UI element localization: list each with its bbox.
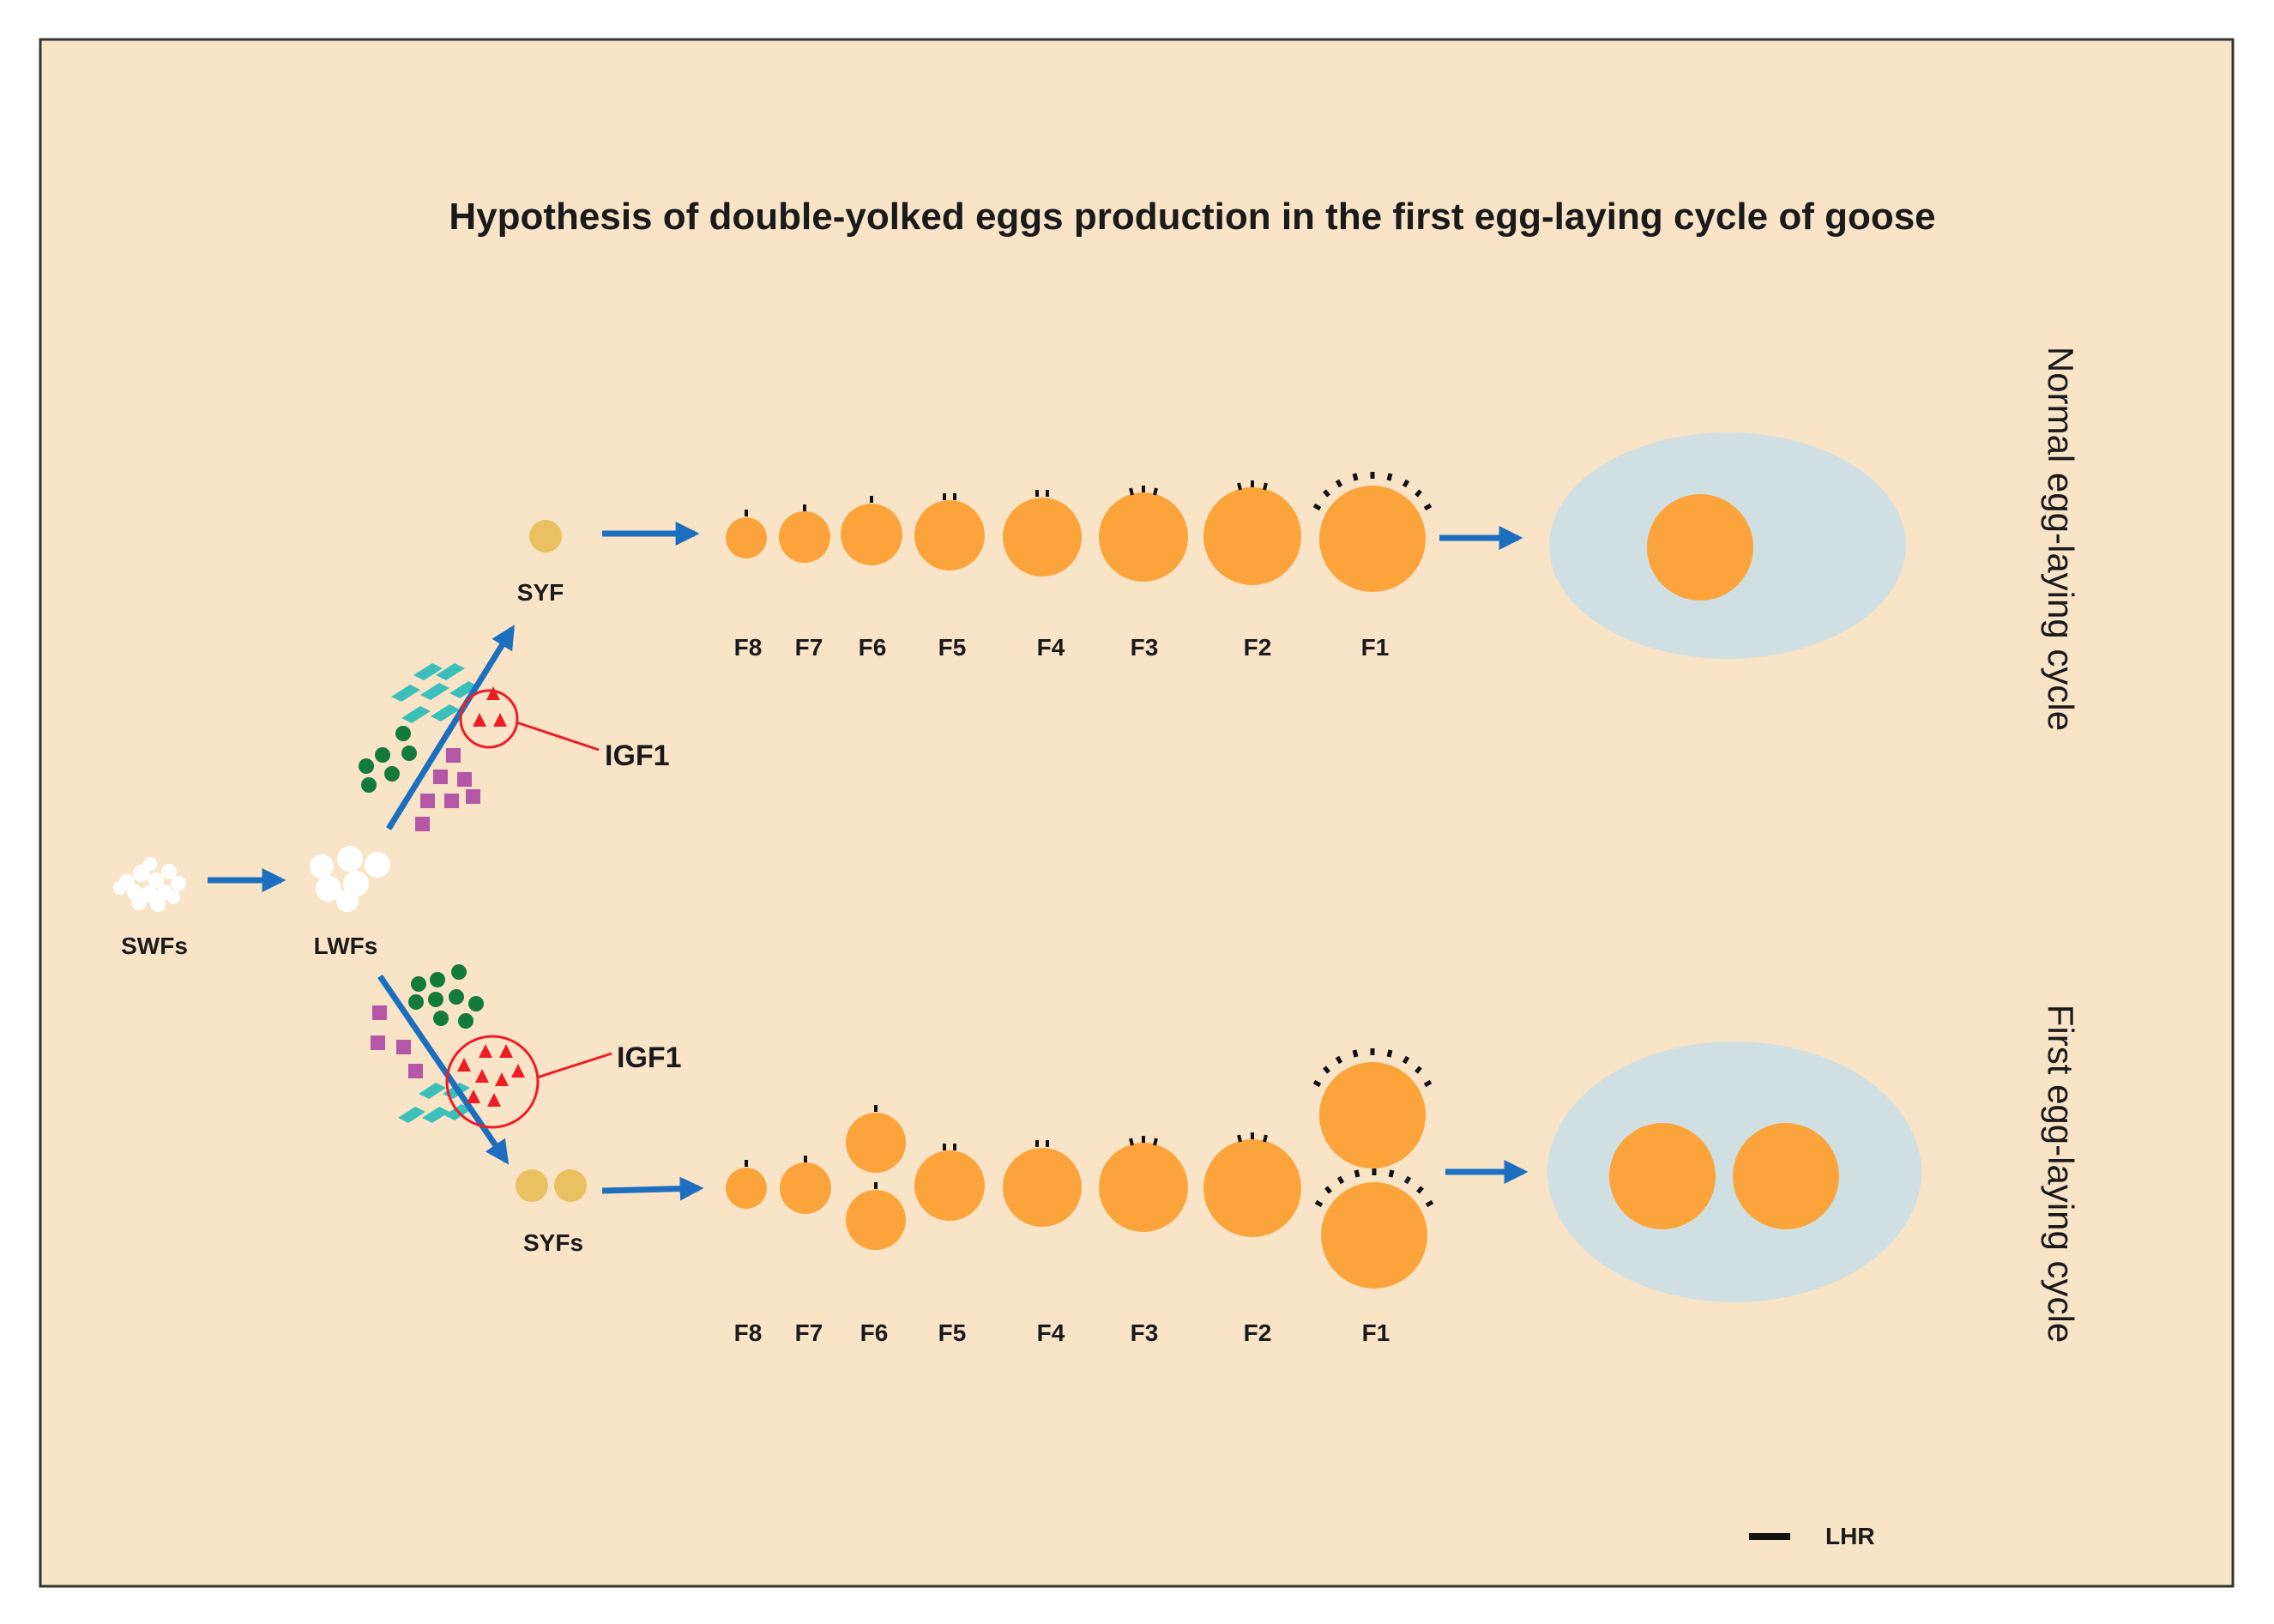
first-follicle-f8 [726, 1160, 767, 1209]
normal-follicle-label-f7: F7 [795, 634, 823, 661]
upper-igf1-label: IGF1 [605, 740, 670, 772]
normal-egg-yolk [1647, 494, 1753, 601]
normal-follicle-f7 [779, 504, 830, 563]
first-follicle-label-f4: F4 [1037, 1319, 1065, 1346]
normal-cycle-side-label: Normal egg-laying cycle [2041, 347, 2081, 731]
diagram-title: Hypothesis of double-yolked eggs product… [449, 196, 1935, 238]
first-follicle-label-f2: F2 [1244, 1319, 1272, 1346]
normal-follicle-label-f4: F4 [1037, 634, 1065, 661]
syfs-label: SYFs [523, 1229, 583, 1256]
normal-follicle-label-f1: F1 [1361, 634, 1390, 661]
lwfs-label: LWFs [314, 933, 378, 959]
arrow-lwfs-to-syfs [377, 975, 510, 1165]
lower-magenta-squares [371, 1005, 423, 1078]
first-follicle-label-f7: F7 [795, 1319, 823, 1346]
lhr-legend-label: LHR [1825, 1523, 1875, 1549]
first-follicle-f1-lower [1314, 1168, 1434, 1289]
upper-igf1-triangles [473, 686, 507, 727]
double-egg-yolk-right [1733, 1123, 1839, 1229]
first-follicle-label-f5: F5 [938, 1319, 967, 1346]
syfs-follicle-b [554, 1169, 587, 1202]
first-follicle-label-f8: F8 [734, 1319, 763, 1346]
first-follicle-f1-upper [1312, 1048, 1433, 1168]
syf-label: SYF [517, 579, 564, 606]
lower-igf1-circle [445, 1035, 540, 1129]
normal-follicle-f2 [1203, 480, 1301, 585]
lwfs-cluster [310, 846, 390, 912]
first-follicle-f7 [780, 1156, 831, 1214]
lower-igf1-triangles [457, 1044, 525, 1107]
swfs-label: SWFs [121, 933, 188, 959]
normal-follicle-f6 [841, 496, 902, 565]
normal-follicle-f4 [1003, 490, 1082, 577]
upper-teal-markers [391, 663, 479, 723]
double-egg-yolk-left [1609, 1123, 1716, 1229]
normal-follicle-label-f8: F8 [734, 634, 763, 661]
normal-follicle-f8 [726, 510, 767, 558]
normal-follicle-label-f5: F5 [938, 634, 967, 661]
arrow-syfs-to-f8-first [601, 1176, 704, 1201]
upper-magenta-squares [415, 748, 480, 831]
swfs-cluster [113, 857, 186, 912]
normal-follicle-label-f2: F2 [1244, 634, 1272, 661]
normal-follicle-f3 [1099, 486, 1188, 582]
first-follicle-f5 [914, 1144, 985, 1221]
syf-follicle [529, 520, 562, 552]
first-follicle-f6-pair [846, 1105, 906, 1250]
diagram-panel [39, 38, 2235, 1588]
first-follicle-label-f3: F3 [1131, 1319, 1159, 1346]
first-follicle-label-f1: F1 [1362, 1319, 1390, 1346]
normal-follicle-label-f6: F6 [859, 634, 887, 661]
first-follicle-f2 [1203, 1132, 1301, 1237]
upper-igf1-pointer [516, 721, 600, 752]
first-follicle-label-f6: F6 [860, 1319, 889, 1346]
lower-igf1-pointer [536, 1052, 612, 1079]
first-cycle-side-label: First egg-laying cycle [2041, 1005, 2081, 1343]
normal-follicle-f1 [1312, 472, 1433, 592]
lower-igf1-label: IGF1 [617, 1041, 682, 1074]
upper-igf1-circle [459, 689, 519, 749]
arrow-lwfs-to-syf [386, 625, 515, 830]
normal-follicle-label-f3: F3 [1131, 634, 1159, 661]
lower-green-dots [408, 964, 484, 1029]
first-follicle-f4 [1003, 1140, 1082, 1227]
upper-green-dots [359, 726, 417, 793]
normal-follicle-f5 [914, 493, 985, 571]
syfs-follicle-a [516, 1169, 548, 1202]
first-follicle-f3 [1099, 1136, 1188, 1232]
